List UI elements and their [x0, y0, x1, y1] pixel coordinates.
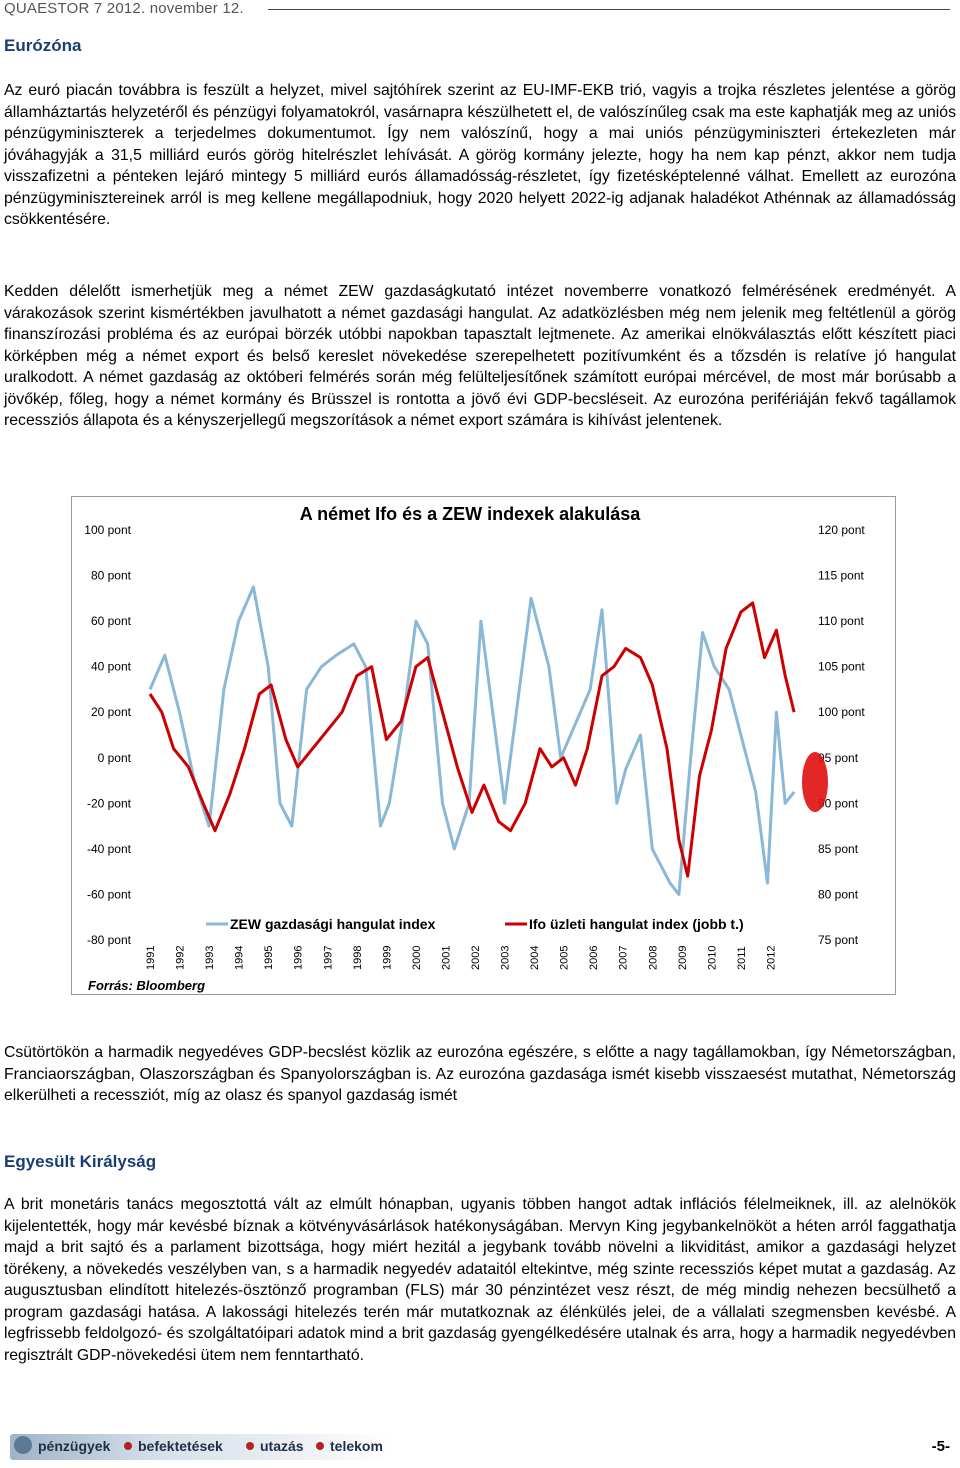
eurozone-paragraph-3: Csütörtökön a harmadik negyedéves GDP-be…: [4, 1044, 956, 1104]
page-number: -5-: [931, 1438, 950, 1455]
footer-item-telekom: telekom: [330, 1438, 383, 1454]
footer-globe-icon: [14, 1436, 32, 1454]
footer-item-penzugyek: pénzügyek: [38, 1438, 111, 1454]
chart-frame: [71, 496, 896, 995]
page-footer: pénzügyek befektetések utazás telekom -5…: [10, 1432, 950, 1464]
header-text: QUAESTOR 7 2012. november 12.: [4, 0, 244, 17]
page-header: QUAESTOR 7 2012. november 12.: [4, 0, 956, 20]
eurozone-paragraph-1: Az euró piacán továbbra is feszült a hel…: [4, 82, 956, 228]
section-title-eurozone: Eurózóna: [4, 36, 82, 55]
footer-item-utazas: utazás: [260, 1438, 304, 1454]
chart-title: A német Ifo és a ZEW indexek alakulása: [299, 504, 641, 524]
header-rule: [268, 9, 950, 10]
footer-dot-icon: [246, 1442, 254, 1450]
eurozone-paragraph-2: Kedden délelőtt ismerhetjük meg a német …: [4, 283, 956, 429]
section-title-uk: Egyesült Királyság: [4, 1152, 157, 1171]
footer-dot-icon: [124, 1442, 132, 1450]
uk-paragraph-1: A brit monetáris tanács megosztottá vált…: [4, 1196, 956, 1364]
footer-item-befektetesek: befektetések: [138, 1438, 223, 1454]
footer-dot-icon: [316, 1442, 324, 1450]
footer-banner: [10, 1434, 390, 1460]
